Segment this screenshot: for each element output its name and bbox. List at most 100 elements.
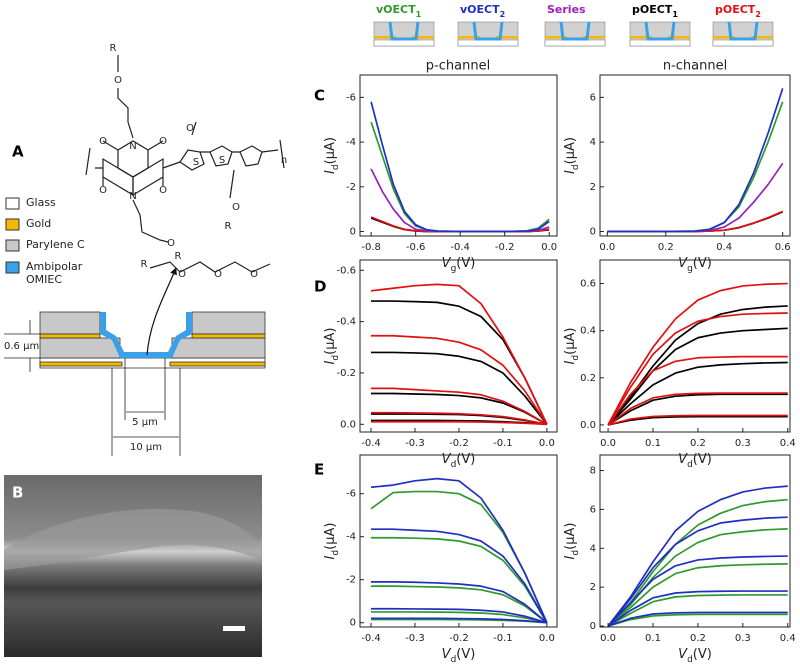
- x-tick-label: 0.4: [780, 438, 796, 449]
- device-name: vOECT: [376, 3, 416, 16]
- y-tick-label: -6: [346, 92, 356, 103]
- x-tick-label: 0.2: [690, 438, 706, 449]
- icon-gold: [668, 36, 690, 39]
- data-line: [370, 585, 548, 624]
- y-tick-label: 0.0: [340, 419, 356, 430]
- data-line: [607, 613, 788, 627]
- device-sub: 2: [500, 10, 506, 19]
- atom-label: O: [167, 238, 175, 249]
- axis-unit: (µA): [323, 523, 338, 550]
- atom-label: O: [159, 136, 167, 147]
- y-tick-label: -2: [346, 182, 356, 193]
- y-tick-label: -4: [346, 137, 356, 148]
- x-tick-label: -0.3: [405, 438, 425, 449]
- axis-unit: (µA): [563, 328, 578, 355]
- axis-label: Id(µA): [323, 137, 341, 174]
- data-line: [607, 88, 784, 233]
- axis-label: Vg(V): [442, 256, 476, 274]
- axis-sub: g: [687, 264, 693, 274]
- data-line: [370, 392, 548, 426]
- legend-label: Glass: [26, 196, 56, 209]
- y-tick-label: 6: [590, 92, 596, 103]
- x-tick-label: -0.4: [361, 633, 381, 644]
- sem-image: [4, 475, 262, 657]
- atom-label: S: [193, 157, 199, 168]
- device-sub: 1: [672, 10, 678, 19]
- axis-unit: (µA): [563, 523, 578, 550]
- device-icon: [712, 21, 774, 47]
- y-tick-label: 2: [590, 582, 596, 593]
- data-line: [607, 590, 788, 627]
- axis-symbol: I: [323, 360, 338, 364]
- data-line: [607, 312, 788, 426]
- data-line: [607, 516, 788, 627]
- data-line: [370, 528, 548, 624]
- y-tick-label: 0: [590, 621, 596, 632]
- x-tick-label: -0.2: [449, 633, 469, 644]
- swatch-gold: [5, 218, 20, 231]
- x-tick-label: -0.3: [405, 633, 425, 644]
- data-line: [607, 393, 788, 426]
- column-title: p-channel: [426, 59, 490, 74]
- axis-unit: (µA): [323, 137, 338, 164]
- x-tick-label: 0.0: [600, 438, 616, 449]
- cross-section: [39, 267, 266, 369]
- atom-label: R: [141, 259, 148, 270]
- panel-label: D: [314, 278, 326, 296]
- icon-gold: [412, 36, 434, 39]
- axis-symbol: V: [678, 647, 688, 662]
- data-line: [370, 420, 547, 426]
- panel-label: A: [12, 143, 24, 161]
- data-line: [607, 210, 784, 233]
- data-line: [607, 355, 788, 426]
- atom-label: O: [186, 123, 194, 134]
- device-sub: 2: [755, 10, 761, 19]
- x-tick-label: 0.3: [735, 438, 751, 449]
- x-tick-label: 0.0: [539, 438, 555, 449]
- axis-symbol: I: [563, 360, 578, 364]
- panel-label: B: [12, 484, 23, 502]
- y-tick-label: 8: [590, 466, 596, 477]
- atom-label: O: [178, 269, 186, 280]
- axis-sub: d: [687, 655, 693, 665]
- x-tick-label: -0.2: [449, 438, 469, 449]
- x-tick-label: -0.2: [495, 242, 515, 253]
- icon-omiec: [559, 21, 591, 41]
- y-tick-label: 4: [590, 543, 596, 554]
- axis-symbol: V: [678, 452, 688, 467]
- dimension-label: 10 µm: [130, 442, 162, 453]
- column-title: n-channel: [663, 59, 727, 74]
- x-tick-label: 0.3: [735, 633, 751, 644]
- y-tick-label: -6: [346, 489, 356, 500]
- atom-label: n: [281, 155, 287, 166]
- device-name: vOECT: [460, 3, 500, 16]
- scale-bar: [223, 626, 245, 631]
- x-tick-label: 0.0: [600, 633, 616, 644]
- atom-label: R: [110, 43, 117, 54]
- chemical-structure: [85, 55, 285, 273]
- axis-label: Vd(V): [442, 647, 476, 665]
- data-line: [607, 485, 788, 627]
- y-tick-label: -0.6: [336, 265, 356, 276]
- y-tick-label: -0.2: [336, 368, 356, 379]
- axis-label: Vd(V): [678, 452, 712, 470]
- axis-unit: (V): [456, 452, 475, 467]
- data-line: [370, 351, 548, 425]
- x-tick-label: -0.8: [361, 242, 381, 253]
- legend-label: Gold: [26, 217, 51, 230]
- axis-symbol: V: [442, 647, 452, 662]
- data-line: [607, 562, 788, 627]
- icon-gold: [630, 36, 652, 39]
- x-tick-label: 0.2: [690, 633, 706, 644]
- icon-gold: [374, 36, 396, 39]
- axis-label: Vg(V): [678, 256, 712, 274]
- y-tick-label: 0: [350, 618, 356, 629]
- data-line: [370, 411, 548, 426]
- axis-unit: (V): [693, 647, 712, 662]
- plot-frame: [599, 259, 791, 433]
- icon-glass: [712, 39, 774, 47]
- data-line: [607, 282, 788, 426]
- axis-label: Vd(V): [678, 647, 712, 665]
- y-tick-label: 0.6: [580, 279, 596, 290]
